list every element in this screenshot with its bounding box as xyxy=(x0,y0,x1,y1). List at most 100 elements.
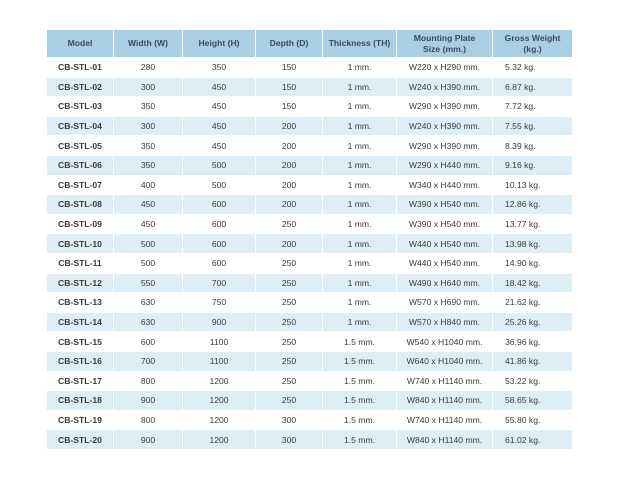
cell-thickness: 1.5 mm. xyxy=(323,391,396,410)
cell-depth: 150 xyxy=(256,58,322,77)
header-gross-weight: Gross Weight (kg.) xyxy=(493,30,572,57)
cell-model: CB-STL-09 xyxy=(47,214,113,234)
cell-mounting-plate: W290 x H390 mm. xyxy=(397,136,492,155)
table-row: CB-STL-12 550 700 250 1 mm. W490 x H640 mm. 18… xyxy=(47,273,572,293)
table-row: CB-STL-19 800 1200 300 1.5 mm. W740 x H1140 m… xyxy=(47,410,572,430)
cell-model: CB-STL-05 xyxy=(47,136,113,155)
cell-depth: 250 xyxy=(256,351,322,371)
cell-mounting-plate: W290 x H390 mm. xyxy=(397,97,492,116)
table-row: CB-STL-02 300 450 150 1 mm. W240 x H390 mm. 6.… xyxy=(47,77,572,97)
table-row: CB-STL-05 350 450 200 1 mm. W290 x H390 mm. 8.… xyxy=(47,136,572,155)
cell-height: 500 xyxy=(183,155,255,175)
header-thickness: Thickness (TH) xyxy=(323,30,396,57)
cell-thickness: 1 mm. xyxy=(323,97,396,116)
cell-depth: 200 xyxy=(256,175,322,195)
cell-model: CB-STL-04 xyxy=(47,116,113,136)
cell-thickness: 1 mm. xyxy=(323,214,396,234)
cell-gross-weight: 14.90 kg. xyxy=(493,253,572,273)
header-width: Width (W) xyxy=(114,30,182,57)
cell-gross-weight: 7.55 kg. xyxy=(493,116,572,136)
cell-model: CB-STL-03 xyxy=(47,97,113,116)
cell-thickness: 1.5 mm. xyxy=(323,371,396,391)
cell-depth: 250 xyxy=(256,293,322,312)
cell-model: CB-STL-20 xyxy=(47,430,113,449)
cell-model: CB-STL-13 xyxy=(47,293,113,312)
cell-thickness: 1 mm. xyxy=(323,175,396,195)
cell-gross-weight: 5.32 kg. xyxy=(493,58,572,77)
table-row: CB-STL-10 500 600 200 1 mm. W440 x H540 mm. 13… xyxy=(47,234,572,253)
cell-width: 400 xyxy=(114,175,182,195)
cell-depth: 250 xyxy=(256,214,322,234)
cell-model: CB-STL-08 xyxy=(47,195,113,214)
cell-depth: 300 xyxy=(256,410,322,430)
cell-mounting-plate: W570 x H840 mm. xyxy=(397,312,492,332)
cell-height: 700 xyxy=(183,273,255,293)
cell-depth: 250 xyxy=(256,371,322,391)
header-depth: Depth (D) xyxy=(256,30,322,57)
cell-mounting-plate: W570 x H690 mm. xyxy=(397,293,492,312)
header-height: Height (H) xyxy=(183,30,255,57)
table-row: CB-STL-06 350 500 200 1 mm. W290 x H440 mm. 9.… xyxy=(47,155,572,175)
cell-mounting-plate: W390 x H540 mm. xyxy=(397,214,492,234)
cell-gross-weight: 8.39 kg. xyxy=(493,136,572,155)
cell-width: 350 xyxy=(114,136,182,155)
cell-height: 600 xyxy=(183,195,255,214)
cell-gross-weight: 7.72 kg. xyxy=(493,97,572,116)
cell-width: 800 xyxy=(114,371,182,391)
cell-height: 1100 xyxy=(183,332,255,351)
header-mounting-plate: Mounting Plate Size (mm.) xyxy=(397,30,492,57)
cell-depth: 200 xyxy=(256,234,322,253)
header-mounting-line2: Size (mm.) xyxy=(423,43,466,54)
cell-model: CB-STL-15 xyxy=(47,332,113,351)
cell-gross-weight: 13.77 kg. xyxy=(493,214,572,234)
cell-gross-weight: 36.96 kg. xyxy=(493,332,572,351)
table-row: CB-STL-14 630 900 250 1 mm. W570 x H840 mm. 25… xyxy=(47,312,572,332)
table-row: CB-STL-01 280 350 150 1 mm. W220 x H290 mm. 5.… xyxy=(47,58,572,77)
table-row: CB-STL-03 350 450 150 1 mm. W290 x H390 mm. 7.… xyxy=(47,97,572,116)
cell-height: 450 xyxy=(183,77,255,97)
table-row: CB-STL-04 300 450 200 1 mm. W240 x H390 mm. 7.… xyxy=(47,116,572,136)
cell-mounting-plate: W290 x H440 mm. xyxy=(397,155,492,175)
cell-model: CB-STL-16 xyxy=(47,351,113,371)
cell-model: CB-STL-19 xyxy=(47,410,113,430)
cell-mounting-plate: W840 x H1140 mm. xyxy=(397,430,492,449)
cell-gross-weight: 9.16 kg. xyxy=(493,155,572,175)
cell-mounting-plate: W340 x H440 mm. xyxy=(397,175,492,195)
cell-mounting-plate: W220 x H290 mm. xyxy=(397,58,492,77)
cell-model: CB-STL-06 xyxy=(47,155,113,175)
table-row: CB-STL-13 630 750 250 1 mm. W570 x H690 mm. 21… xyxy=(47,293,572,312)
cell-width: 550 xyxy=(114,273,182,293)
cell-depth: 150 xyxy=(256,97,322,116)
cell-depth: 200 xyxy=(256,136,322,155)
cell-height: 600 xyxy=(183,253,255,273)
table-row: CB-STL-11 500 600 250 1 mm. W440 x H540 mm. 14… xyxy=(47,253,572,273)
cell-gross-weight: 21.62 kg. xyxy=(493,293,572,312)
cell-thickness: 1 mm. xyxy=(323,273,396,293)
cell-thickness: 1 mm. xyxy=(323,234,396,253)
cell-depth: 250 xyxy=(256,332,322,351)
cell-thickness: 1 mm. xyxy=(323,136,396,155)
header-mounting-line1: Mounting Plate xyxy=(413,33,476,44)
table-row: CB-STL-09 450 600 250 1 mm. W390 x H540 mm. 13… xyxy=(47,214,572,234)
cell-model: CB-STL-10 xyxy=(47,234,113,253)
cell-thickness: 1 mm. xyxy=(323,293,396,312)
table-row: CB-STL-07 400 500 200 1 mm. W340 x H440 mm. 10… xyxy=(47,175,572,195)
cell-depth: 250 xyxy=(256,312,322,332)
cell-width: 350 xyxy=(114,155,182,175)
cell-depth: 150 xyxy=(256,77,322,97)
cell-depth: 250 xyxy=(256,273,322,293)
cell-width: 800 xyxy=(114,410,182,430)
cell-thickness: 1.5 mm. xyxy=(323,410,396,430)
cell-thickness: 1 mm. xyxy=(323,195,396,214)
cell-depth: 200 xyxy=(256,116,322,136)
cell-width: 630 xyxy=(114,312,182,332)
cell-height: 450 xyxy=(183,116,255,136)
cell-mounting-plate: W390 x H540 mm. xyxy=(397,195,492,214)
cell-gross-weight: 55.80 kg. xyxy=(493,410,572,430)
cell-width: 300 xyxy=(114,116,182,136)
table-body: CB-STL-01 280 350 150 1 mm. W220 x H290 mm. 5.… xyxy=(47,58,572,449)
cell-gross-weight: 10.13 kg. xyxy=(493,175,572,195)
cell-height: 1200 xyxy=(183,430,255,449)
cell-height: 350 xyxy=(183,58,255,77)
cell-depth: 250 xyxy=(256,253,322,273)
